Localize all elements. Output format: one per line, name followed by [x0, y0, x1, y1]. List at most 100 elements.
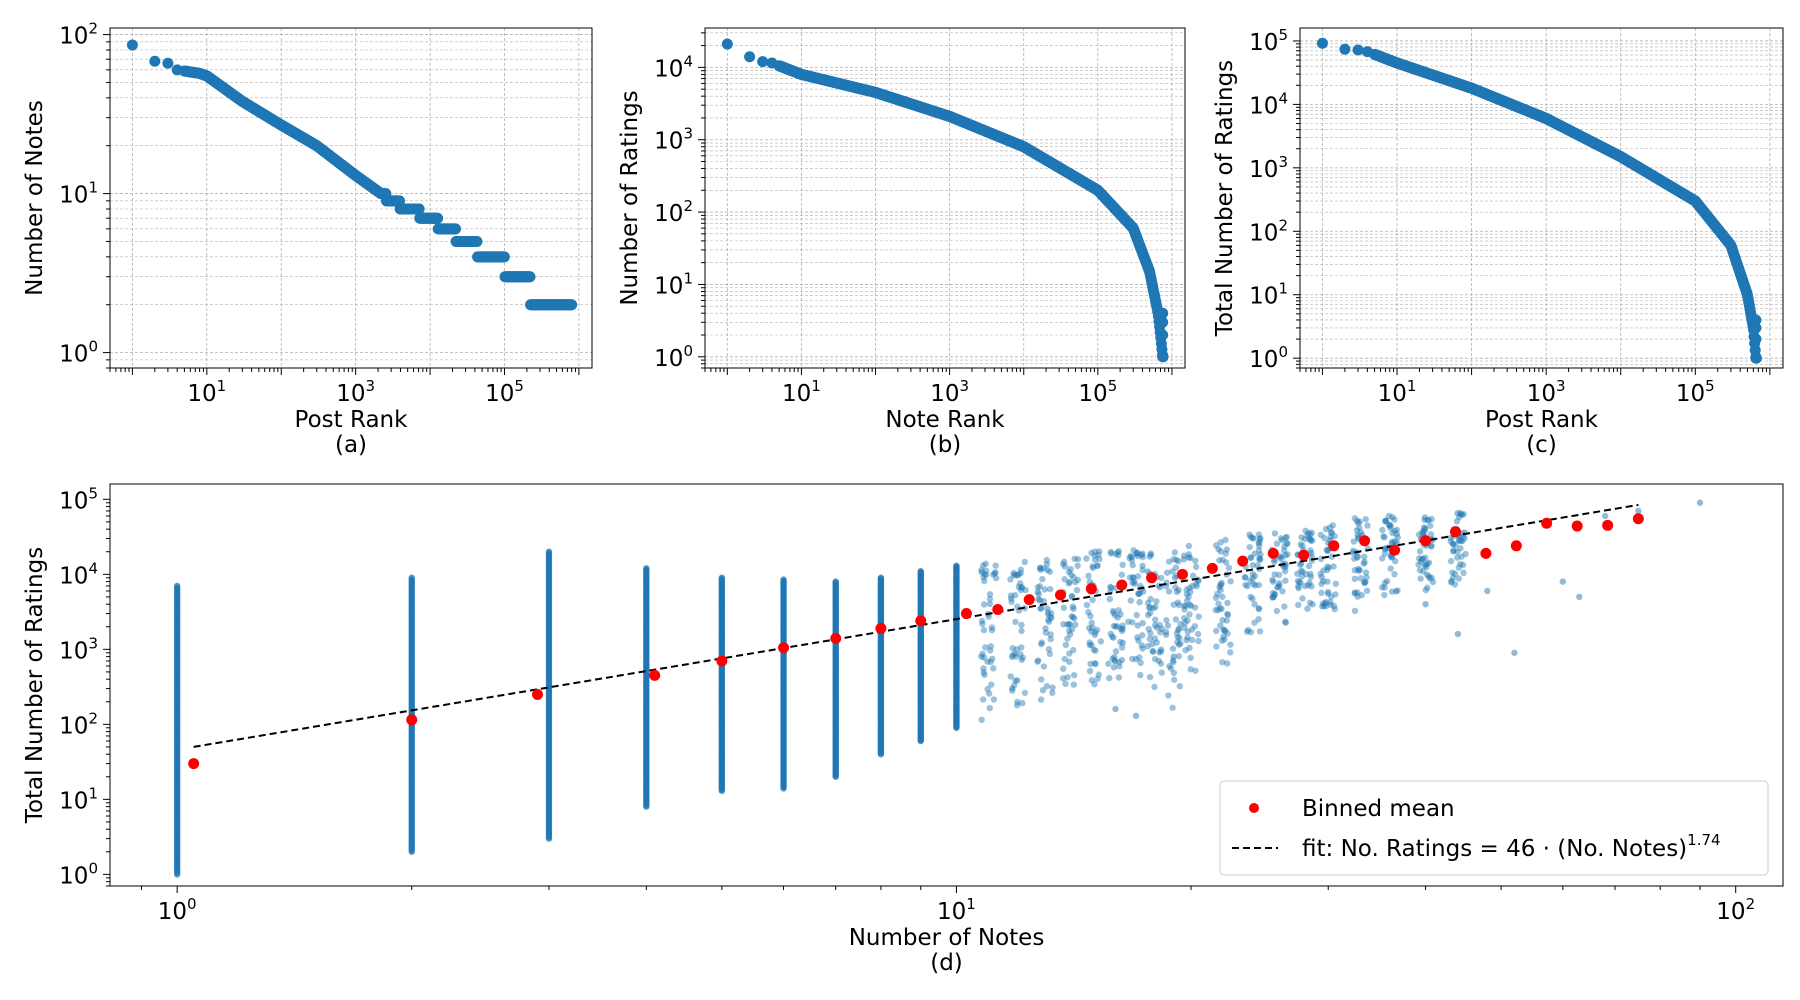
- d-data-point: [1181, 619, 1189, 627]
- d-data-point: [1064, 621, 1071, 628]
- d-data-point: [1129, 561, 1136, 569]
- d-data-point: [1417, 575, 1424, 582]
- d-data-point: [1111, 653, 1118, 661]
- d-data-point: [1317, 570, 1324, 578]
- d-data-point: [1042, 625, 1049, 632]
- d-data-point: [1330, 602, 1338, 610]
- d-data-point: [984, 658, 991, 665]
- d-data-point: [1158, 625, 1166, 633]
- d-data-point: [1224, 599, 1231, 607]
- b-data-point: [757, 56, 769, 68]
- d-data-point: [1299, 595, 1306, 602]
- d-data-point: [980, 574, 987, 581]
- d-data-point: [1361, 579, 1368, 586]
- d-data-point: [1012, 572, 1019, 579]
- d-data-point: [1009, 687, 1016, 694]
- d-data-point: [1307, 547, 1314, 554]
- d-data-point: [1271, 571, 1278, 578]
- d-data-point: [1269, 576, 1276, 584]
- d-data-point: [1126, 554, 1133, 562]
- d-data-point: [1060, 675, 1067, 682]
- d-data-point: [1172, 616, 1180, 623]
- d-data-point: [1044, 605, 1051, 612]
- d-data-point: [1074, 562, 1081, 569]
- d-data-point: [1136, 654, 1143, 661]
- d-data-point: [1173, 629, 1181, 637]
- d-data-point: [1184, 628, 1192, 635]
- d-data-point: [643, 565, 650, 572]
- d-data-point: [1144, 611, 1152, 619]
- d-data-point: [1175, 641, 1183, 648]
- d-data-point: [1089, 563, 1097, 570]
- d-data-point: [1092, 647, 1099, 654]
- b-grid: [705, 28, 1185, 369]
- d-data-point: [1139, 566, 1146, 574]
- d-data-point: [1393, 526, 1401, 533]
- d-data-point: [1147, 595, 1154, 603]
- d-data-point: [1250, 535, 1257, 542]
- d-data-point: [1071, 615, 1078, 622]
- b-data-point: [744, 51, 756, 63]
- d-data-point: [1094, 562, 1101, 570]
- b-y-tick-base: 10: [654, 201, 683, 227]
- b-y-tick-base: 10: [654, 129, 683, 155]
- d-data-point: [1302, 527, 1309, 535]
- d-data-point: [1156, 649, 1163, 656]
- d-data-point: [1066, 620, 1073, 628]
- d-data-point: [1115, 674, 1123, 681]
- d-data-point: [1222, 559, 1230, 566]
- d-data-point: [1013, 702, 1021, 709]
- d-data-point: [1356, 524, 1363, 532]
- d-data-point: [1007, 576, 1014, 583]
- d-data-point: [1065, 568, 1073, 576]
- d-data-point: [1224, 610, 1231, 618]
- d-data-point: [1087, 660, 1094, 668]
- d-data-point: [1181, 614, 1188, 622]
- d-data-point: [1246, 531, 1253, 538]
- d-data-point: [1256, 542, 1263, 550]
- d-data-point: [1135, 590, 1142, 598]
- d-data-point: [1256, 554, 1263, 561]
- d-data-point: [1224, 611, 1232, 619]
- d-data-point: [1318, 573, 1326, 581]
- b-data-point: [1157, 329, 1169, 341]
- a-y-tick-exponent: 1: [88, 179, 98, 197]
- d-data-point: [1387, 522, 1394, 530]
- d-data-point: [980, 669, 987, 676]
- d-data-point: [1090, 646, 1098, 653]
- d-data-point: [1247, 593, 1254, 601]
- d-data-point: [1420, 568, 1427, 575]
- d-data-point: [1294, 577, 1302, 585]
- d-data-point: [1088, 677, 1095, 684]
- d-data-point: [1284, 540, 1291, 548]
- a-x-ticks: 101 103 105: [109, 368, 580, 407]
- d-data-point: [1174, 634, 1181, 641]
- d-data-point: [1017, 566, 1025, 573]
- d-data-point: [1256, 538, 1263, 546]
- d-data-point: [1255, 615, 1262, 623]
- b-data-point: [721, 38, 733, 50]
- d-data-point: [1018, 644, 1025, 651]
- d-data-point: [1182, 647, 1189, 654]
- d-data-point: [1146, 673, 1154, 681]
- d-data-point: [1009, 651, 1017, 659]
- d-data-point: [1256, 556, 1263, 563]
- d-data-point: [1321, 534, 1328, 542]
- d-data-point: [1391, 527, 1398, 535]
- d-data-point: [1191, 604, 1199, 611]
- b-y-tick-exponent: 4: [683, 52, 693, 70]
- d-data-point: [1223, 617, 1231, 624]
- c-y-tick-label: 102: [1249, 216, 1288, 246]
- d-data-point: [1329, 522, 1336, 529]
- a-y-tick-exponent: 2: [88, 20, 98, 38]
- a-data-point: [566, 299, 578, 311]
- d-data-point: [1165, 588, 1173, 595]
- d-data-point: [1043, 682, 1051, 690]
- b-data-point: [1157, 307, 1169, 319]
- d-data-point: [1086, 639, 1093, 646]
- d-data-point: [1047, 635, 1054, 643]
- d-data-point: [1379, 526, 1386, 534]
- d-data-point: [1012, 618, 1019, 626]
